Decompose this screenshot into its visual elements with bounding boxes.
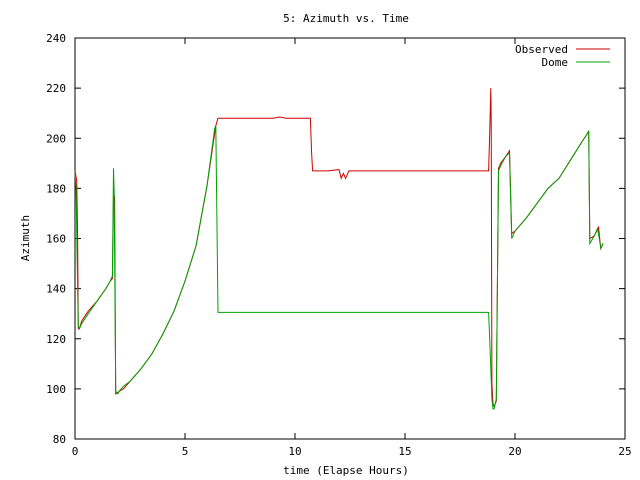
x-tick-label: 5 xyxy=(182,445,189,458)
series-line-dome xyxy=(74,125,604,410)
y-tick-label: 80 xyxy=(53,433,66,446)
legend-label-observed: Observed xyxy=(515,43,568,56)
legend-label-dome: Dome xyxy=(542,56,569,69)
x-axis-label: time (Elapse Hours) xyxy=(283,464,409,477)
y-tick-label: 220 xyxy=(46,82,66,95)
x-tick-label: 10 xyxy=(288,445,301,458)
y-tick-label: 120 xyxy=(46,333,66,346)
y-tick-label: 100 xyxy=(46,383,66,396)
y-tick-label: 240 xyxy=(46,32,66,45)
y-tick-label: 160 xyxy=(46,233,66,246)
y-tick-label: 180 xyxy=(46,182,66,195)
y-tick-label: 140 xyxy=(46,283,66,296)
y-tick-label: 200 xyxy=(46,132,66,145)
x-tick-label: 15 xyxy=(398,445,411,458)
series-layer xyxy=(74,88,604,410)
x-tick-label: 0 xyxy=(72,445,79,458)
chart-title: 5: Azimuth vs. Time xyxy=(283,12,409,25)
axis-ticks: 0 5 10 15 20 25 80 100 120 140 160 180 200 220 240 xyxy=(46,32,632,458)
plot-frame xyxy=(74,37,626,440)
y-axis-label: Azimuth xyxy=(19,215,32,261)
x-tick-label: 20 xyxy=(508,445,521,458)
series-line-observed xyxy=(74,88,604,408)
x-tick-label: 25 xyxy=(618,445,631,458)
